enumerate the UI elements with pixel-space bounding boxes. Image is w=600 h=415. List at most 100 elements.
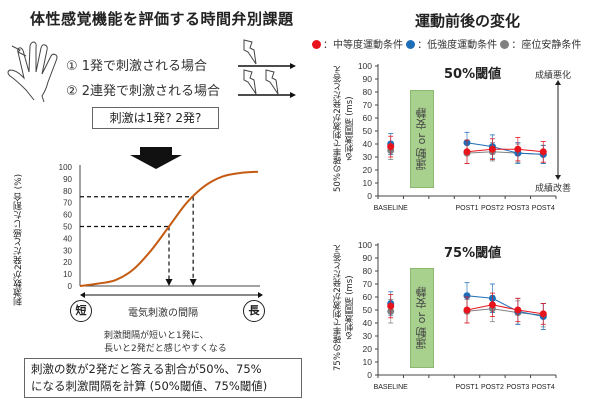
series-0 [387,135,547,164]
right-title: 運動前後の変化 [415,12,521,30]
data-point [463,306,471,314]
curve-y-tick: 0 [68,282,73,291]
data-point [488,145,496,153]
case-single: ① 1発で刺激される場合 [66,59,208,74]
curve-y-tick: 80 [63,187,72,196]
chart-50-y-label: 50%の確率で刺激が2発だと答える刺激間隔 (ms) [333,65,355,193]
hand-icon [7,41,58,103]
y-tick-label: 10 [363,178,373,188]
y-tick-label: 20 [363,344,373,354]
y-tick-label: 0 [367,191,372,201]
note-line-2: 長いと2発だと感じやすくなる [104,344,227,354]
y-tick-label: 60 [363,113,373,123]
y-tick-label: 40 [363,139,373,149]
curve-y-tick: 30 [63,246,72,255]
curve-y-tick: 10 [63,270,72,279]
series-line [466,148,544,153]
y-tick-label: 80 [363,87,373,97]
performance-arrow [555,80,561,180]
data-point [514,145,522,153]
psychometric-chart: 0 10 20 30 40 50 60 70 80 90 100 [59,163,263,298]
lightning-icon [243,69,279,95]
gray-dot-icon [500,40,510,49]
down-arrow-icon [130,147,182,169]
data-point [539,310,547,318]
x-tick-label: POST2 [481,205,504,212]
legend-item-moderate: ：中等度運動条件 [312,40,403,51]
x-tick-label: BASELINE [374,205,409,212]
curve-y-tick: 100 [59,163,73,172]
chart-75-y-label: 75%の確率で刺激が2発だと答える刺激間隔 (ms) [333,244,355,372]
x-tick-label: POST3 [506,205,529,212]
curve-y-tick: 20 [63,258,72,267]
legend: ：中等度運動条件 ：低強度運動条件 ：座位安静条件 [312,36,581,51]
long-marker: 長 [243,300,265,322]
series-line [466,295,544,317]
legend-item-low: ：低強度運動条件 [406,40,497,51]
curve-y-tick: 50 [63,223,72,232]
curve-y-label: 刺激数が2発だと感じた割合 (%) [14,173,24,307]
spark-icon [11,45,27,57]
data-point [514,306,522,314]
note-line-1: 刺激間隔が短いと1発に、 [104,331,209,341]
y-tick-label: 70 [363,279,373,289]
threshold-arrow-icon [165,279,173,286]
y-tick-label: 30 [363,331,373,341]
intervention-box-50: 運動 or 安静 [410,90,434,188]
x-tick-label: POST1 [456,384,479,391]
y-tick-label: 30 [363,152,373,162]
lightning-icon [243,39,257,65]
curve-x-label: 電気刺激の間隔 [128,308,198,319]
series-0 [387,292,547,325]
case-double: ② 2連発で刺激される場合 [66,84,221,99]
x-tick-label: BASELINE [374,384,409,391]
series-line [466,142,544,155]
worse-label: 成績悪化 [535,71,572,81]
y-tick-label: 0 [367,370,372,380]
y-tick-label: 100 [358,61,372,71]
series-line [466,304,544,315]
y-tick-label: 70 [363,100,373,110]
data-point [539,148,547,156]
intervention-box-75: 運動 or 安静 [410,268,434,368]
data-point [463,148,471,156]
x-tick-label: POST3 [506,384,529,391]
curve-y-tick: 40 [63,234,72,243]
x-tick-label: POST2 [481,384,504,391]
data-point [387,302,395,310]
left-title: 体性感覚機能を評価する時間弁別課題 [30,10,294,28]
x-tick-label: POST4 [532,205,555,212]
legend-item-rest: ：座位安静条件 [500,40,581,51]
curve-y-tick: 90 [63,175,72,184]
chart-50-title: 50%閾値 [444,67,502,82]
y-tick-label: 40 [363,318,373,328]
y-tick-label: 60 [363,292,373,302]
question-box: 刺激は1発? 2発? [92,107,219,129]
red-dot-icon [312,40,321,49]
x-tick-label: POST4 [532,384,555,391]
y-tick-label: 90 [363,74,373,84]
y-tick-label: 50 [363,305,373,315]
y-tick-label: 80 [363,266,373,276]
curve-line [79,170,259,287]
y-tick-label: 50 [363,126,373,136]
y-tick-label: 10 [363,357,373,367]
summary-line-2: になる刺激間隔を計算 (50%閾値、75%閾値) [31,379,268,393]
y-tick-label: 20 [363,165,373,175]
x-tick-label: POST1 [456,205,479,212]
summary-line-1: 刺激の数が2発だと答える割合が50%、75% [31,362,262,376]
data-point [387,143,395,151]
blue-dot-icon [406,40,416,49]
curve-y-tick: 60 [63,211,72,220]
y-tick-label: 100 [358,240,372,250]
data-point [463,292,471,300]
stimulus-diagram [238,39,296,98]
threshold-75-chart: 0 10 20 30 40 50 60 70 80 90 100 BASELINE POST1 POST2… [358,240,557,391]
threshold-50-chart: 0 10 20 30 40 50 60 70 80 90 100 BASELINE POST1 POST2… [358,61,557,212]
curve-y-tick: 70 [63,199,72,208]
summary-box: 刺激の数が2発だと答える割合が50%、75% になる刺激間隔を計算 (50%閾値… [24,358,302,398]
chart-75-title: 75%閾値 [444,246,502,261]
better-label: 成績改善 [535,184,572,194]
short-marker: 短 [70,300,92,322]
y-tick-label: 90 [363,253,373,263]
